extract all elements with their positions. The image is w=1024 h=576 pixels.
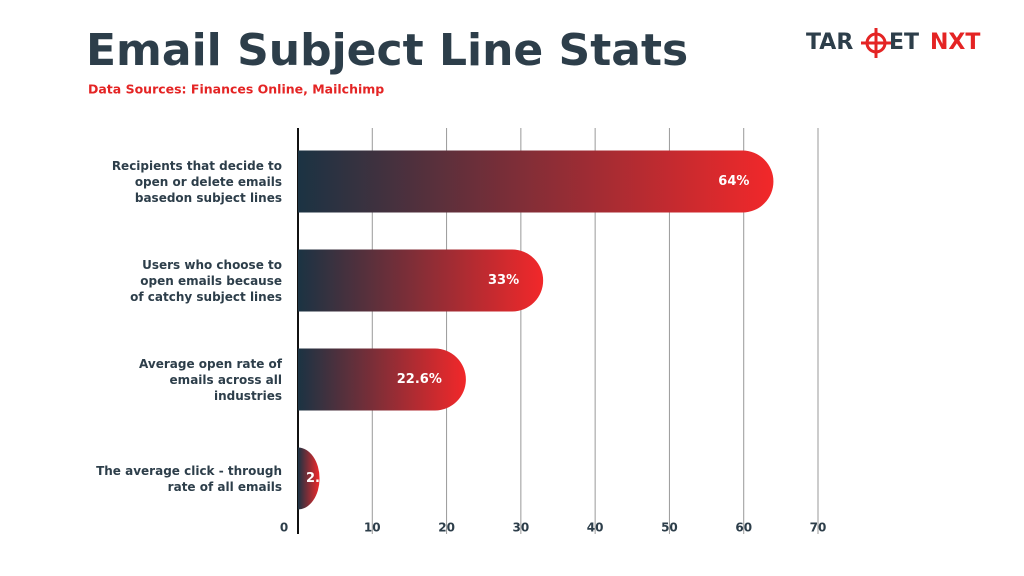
logo-text: ET (889, 30, 919, 55)
logo: TAR ET NXT (806, 28, 980, 58)
data-label: 64% (718, 174, 749, 189)
x-tick-label: 30 (513, 521, 530, 535)
chart-title: Email Subject Line Stats (86, 25, 688, 76)
x-tick-label: 70 (810, 521, 827, 535)
logo-text: TAR (806, 30, 853, 55)
logo-icon (861, 28, 891, 58)
data-label: 22.6% (397, 372, 442, 387)
x-tick-label: 50 (661, 521, 678, 535)
x-tick-label: 20 (438, 521, 455, 535)
bar (298, 447, 320, 510)
logo-accent: NXT (930, 30, 980, 55)
bar (298, 348, 466, 411)
y-tick-label: Users who choose to open emails because … (130, 257, 282, 304)
x-tick-label: 60 (735, 521, 752, 535)
y-tick-label: Average open rate of emails across all i… (139, 356, 282, 403)
x-tick-label: 40 (587, 521, 604, 535)
bar (298, 249, 544, 312)
data-label: 33% (488, 273, 519, 288)
x-tick-label: 10 (364, 521, 381, 535)
x-tick-label: 0 (280, 521, 288, 535)
chart-subtitle: Data Sources: Finances Online, Mailchimp (88, 82, 384, 97)
y-tick-label: The average click - through rate of all … (96, 463, 282, 494)
y-tick-label: Recipients that decide to open or delete… (111, 158, 282, 205)
data-label: 2.9% (306, 471, 342, 486)
bar (298, 150, 774, 213)
